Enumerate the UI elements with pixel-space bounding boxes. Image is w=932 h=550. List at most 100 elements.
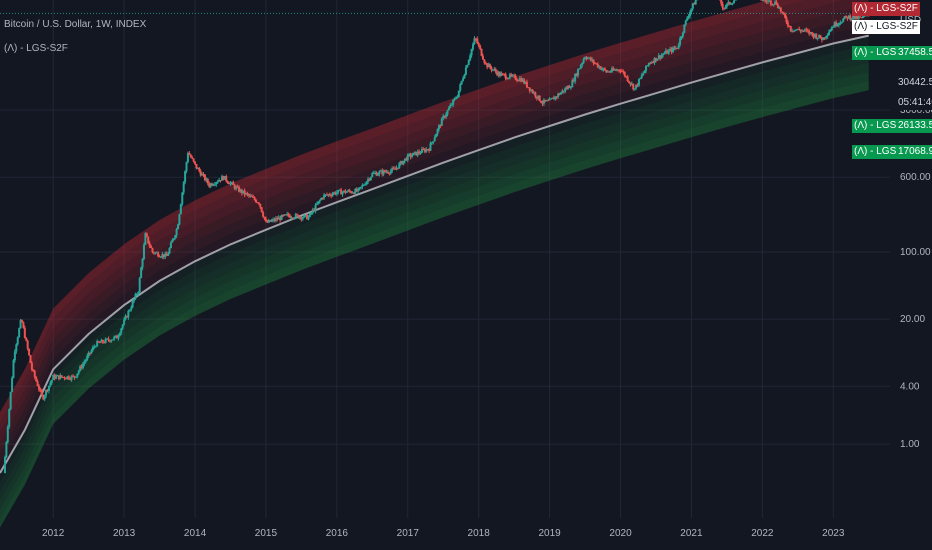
candle-body [127,310,130,318]
candle-body [298,217,301,219]
candle-body [232,182,235,185]
candle-body [500,73,503,77]
candle-body [498,72,501,77]
candle-body [219,180,222,182]
candle-body [789,25,792,31]
candle-body [334,192,337,195]
candle-body [551,97,554,99]
candle-body [354,189,357,194]
candle-body [324,194,327,196]
candle-body [333,192,336,194]
candle-body [327,194,330,196]
candle-body [779,7,782,12]
candle-body [720,0,723,4]
candle-body [654,57,657,61]
candle-body [226,181,229,183]
candle-body [557,93,560,97]
candle-body [130,307,133,311]
candle-body [550,98,553,100]
candle-body [579,65,582,69]
candle-body [839,22,842,24]
candle-body [423,149,426,152]
candle-body [116,335,119,339]
candle-body [62,376,65,378]
candle-body [791,30,794,32]
candle-body [545,100,548,102]
candle-body [494,69,497,72]
y-tick-label: 20.00 [900,314,925,325]
candle-body [93,346,96,348]
candle-body [409,154,412,157]
symbol-title[interactable]: Bitcoin / U.S. Dollar, 1W, INDEX [4,19,147,30]
candle-body [165,253,168,257]
candle-body [828,31,831,35]
candle-body [192,158,195,162]
candle-body [117,335,120,339]
candle-body [358,187,361,189]
candle-body [323,194,326,199]
candle-body [653,57,656,63]
candle-body [296,214,299,216]
candle-body [158,256,161,258]
candle-body [530,89,533,91]
candle-body [693,3,696,5]
candle-body [392,168,395,170]
candle-body [175,229,178,236]
candle-body [450,104,453,106]
candle-body [416,151,419,156]
candle-body [152,252,155,254]
candle-body [820,38,823,41]
candle-body [625,76,628,78]
candle-body [69,378,72,380]
candle-body [182,182,185,193]
candle-body [137,292,140,295]
candle-body [308,213,311,217]
candle-body [785,17,788,23]
candle-body [235,186,238,189]
candle-body [649,62,652,64]
candle-body [802,30,805,32]
candle-body [425,149,428,152]
y-tick-label: 100.00 [900,247,931,258]
candle-body [162,254,165,258]
candle-body [199,171,202,176]
candle-body [72,375,75,377]
candle-body [857,16,860,19]
candle-body [245,193,248,195]
candle-body [243,190,246,195]
candle-body [574,74,577,82]
candle-body [213,184,216,186]
candle-body [98,342,101,344]
candle-body [489,64,492,68]
candle-body [439,125,442,127]
candle-body [670,48,673,52]
candle-body [90,350,93,354]
candle-body [32,369,35,371]
candle-body [236,186,239,188]
candle-body [575,74,578,76]
candle-body [340,189,343,195]
candle-body [335,192,338,195]
candle-body [636,84,639,86]
candle-body [628,81,631,83]
candle-body [786,22,789,26]
candle-body [351,192,354,194]
candle-body [103,342,106,344]
candle-body [86,355,89,360]
candle-body [520,78,523,82]
candle-body [263,216,266,219]
candle-body [816,37,819,39]
candle-body [220,176,223,181]
candle-body [56,375,59,377]
candle-body [297,214,300,219]
candle-body [762,0,765,1]
indicator-label[interactable]: (Λ) - LGS-S2F [4,43,68,54]
candle-body [669,48,672,51]
candle-body [823,37,826,39]
candle-body [52,375,55,380]
candle-body [38,386,41,390]
candle-body [114,335,117,337]
candle-body [74,376,77,378]
candle-body [442,115,445,119]
